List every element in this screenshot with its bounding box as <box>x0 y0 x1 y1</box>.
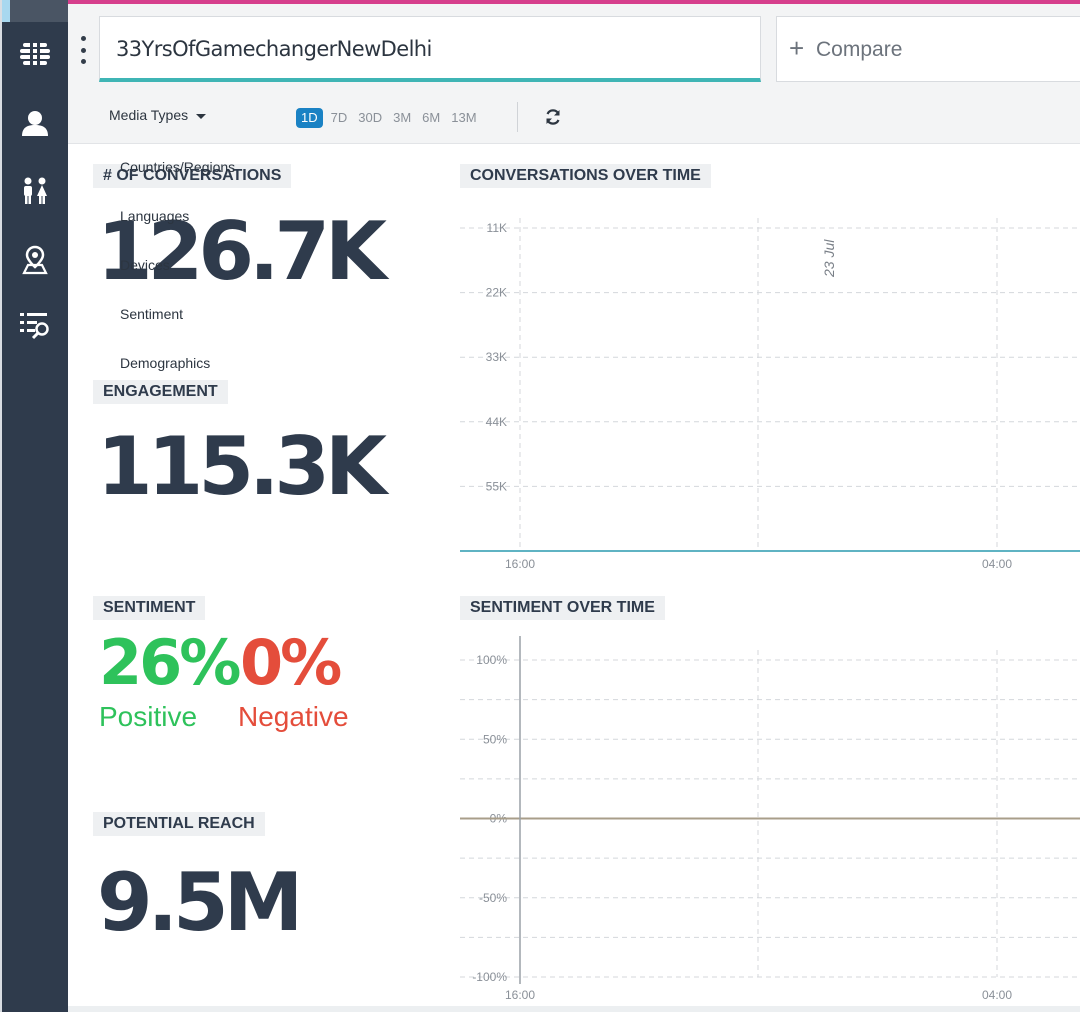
y-tick-label: 50% <box>483 732 507 746</box>
positive-label: Positive <box>99 701 198 732</box>
conversations-value: 126.7K <box>97 205 387 298</box>
y-tick-label: -100% <box>472 970 507 984</box>
range-1d[interactable]: 1D <box>296 108 323 128</box>
range-13m[interactable]: 13M <box>451 110 477 125</box>
range-30d[interactable]: 30D <box>358 110 383 125</box>
nav-hashtag[interactable] <box>14 33 56 75</box>
date-annotation: 23 Jul <box>821 239 837 278</box>
x-tick-label: 16:00 <box>505 557 535 571</box>
menu-item-devices[interactable]: Devices <box>120 257 170 273</box>
caret-down-icon <box>196 113 207 119</box>
user-icon <box>22 111 48 136</box>
plus-icon: + <box>789 33 805 63</box>
x-tick-label: 04:00 <box>982 557 1012 571</box>
toolbar-divider <box>517 102 518 132</box>
engagement-label: ENGAGEMENT <box>93 380 228 404</box>
query-input[interactable]: 33YrsOfGamechangerNewDelhi <box>99 16 761 82</box>
negative-label: Negative <box>238 701 349 732</box>
media-types-dropdown[interactable]: Media Types <box>109 107 207 123</box>
location-icon <box>22 245 48 275</box>
demographics-icon <box>24 177 47 204</box>
sentiment-label: SENTIMENT <box>93 596 206 620</box>
menu-item-sentiment[interactable]: Sentiment <box>120 306 184 322</box>
search-list-icon <box>20 313 49 340</box>
compare-button[interactable]: + Compare <box>776 16 1080 82</box>
range-7d[interactable]: 7D <box>330 110 348 125</box>
more-options-icon[interactable] <box>78 36 88 64</box>
y-tick-label: -50% <box>479 891 507 905</box>
reach-value: 9.5M <box>97 856 303 949</box>
positive-value: 26% <box>99 626 241 699</box>
refresh-icon[interactable] <box>543 107 563 127</box>
y-tick-label: 33K <box>486 350 507 364</box>
reach-label: POTENTIAL REACH <box>93 812 265 836</box>
x-tick-label: 04:00 <box>982 988 1012 1002</box>
menu-item-languages[interactable]: Languages <box>120 208 190 224</box>
nav-user[interactable] <box>14 102 56 144</box>
hashtag-icon <box>20 41 50 67</box>
y-tick-label: 11K <box>487 221 507 235</box>
sentiment-chart: 100%50%0%-50%-100%16:00 04:00 <box>460 636 1080 1002</box>
sidebar-top-tab[interactable] <box>2 0 68 22</box>
compare-label: Compare <box>816 38 903 61</box>
nav-location[interactable] <box>14 239 56 281</box>
range-3m[interactable]: 3M <box>393 110 412 125</box>
sidebar-edge <box>0 0 2 1012</box>
y-tick-label: 100% <box>476 653 507 667</box>
conversations-chart: 11K 22K 33K 44K 55K 16:00 04:00 23 Jul <box>460 218 1080 571</box>
sentiment-chart-title: SENTIMENT OVER TIME <box>460 596 665 620</box>
sidebar <box>0 0 68 1012</box>
media-types-label: Media Types <box>109 107 189 123</box>
query-text: 33YrsOfGamechangerNewDelhi <box>116 37 432 61</box>
y-tick-label: 55K <box>486 479 507 493</box>
nav-search-list[interactable] <box>14 304 56 346</box>
negative-value: 0% <box>240 626 342 699</box>
conversations-chart-title: CONVERSATIONS OVER TIME <box>460 164 711 188</box>
y-tick-label: 44K <box>486 415 507 429</box>
menu-item-demographics[interactable]: Demographics <box>120 355 211 371</box>
conversations-label: # OF CONVERSATIONS <box>93 164 292 188</box>
nav-demographics[interactable] <box>14 170 56 212</box>
bottom-scrollbar[interactable] <box>68 1006 1080 1012</box>
sidebar-top-accent <box>2 0 10 22</box>
time-range-selector: 1D 7D 30D 3M 6M 13M <box>296 107 485 129</box>
top-accent-line <box>68 0 1080 4</box>
y-tick-label: 22K <box>486 286 507 300</box>
x-tick-label: 16:00 <box>505 988 535 1002</box>
engagement-value: 115.3K <box>97 420 387 513</box>
menu-item-countries[interactable]: Countries/Regions <box>120 159 236 175</box>
range-6m[interactable]: 6M <box>422 110 441 125</box>
